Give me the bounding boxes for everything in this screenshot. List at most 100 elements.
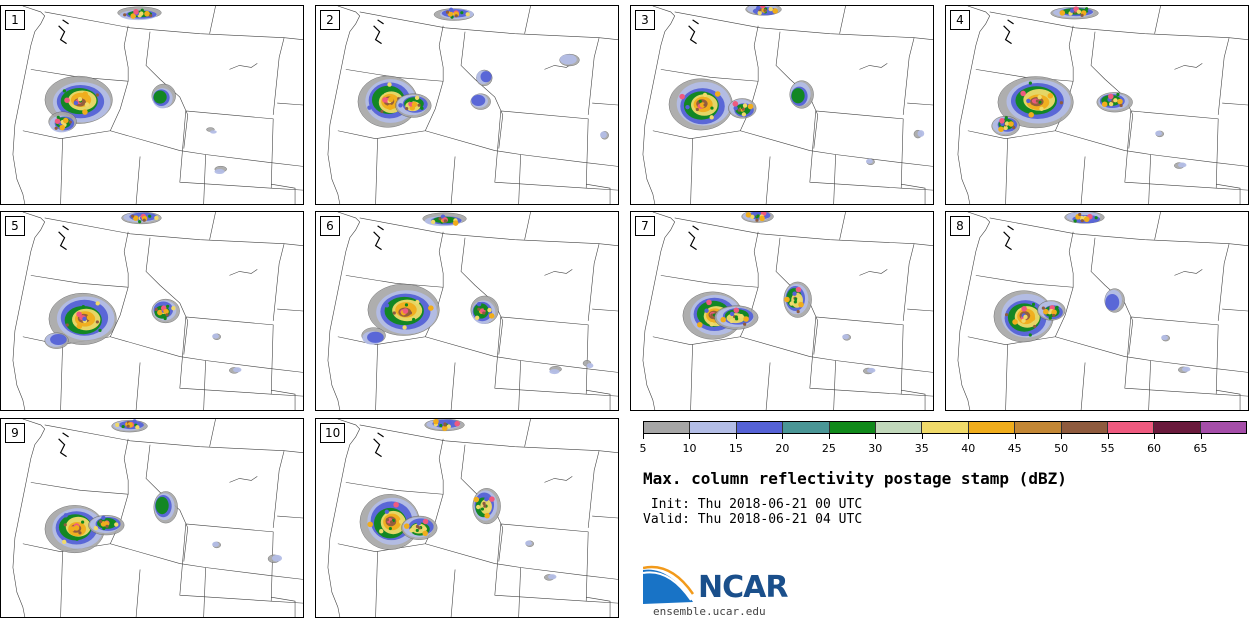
colorbar: 5 10 15 20 25 30 35 40 45 50 55 60 65 [640,421,1248,455]
reflectivity-speck [388,96,394,103]
reflectivity-speck [384,303,390,308]
map-boundary [135,569,141,617]
reflectivity-speck [81,520,85,524]
reflectivity-speck [398,103,403,108]
stamp-number-label: 7 [635,216,655,236]
map-boundary [1148,360,1151,410]
map-boundary [327,419,361,617]
reflectivity-speck [81,305,85,309]
reflectivity-speck [755,218,759,222]
coastline-detail [373,432,384,458]
map-boundary [272,243,285,321]
reflectivity-speck [1047,92,1054,99]
coastline-detail [688,19,699,45]
reflectivity-speck [438,217,442,221]
reflectivity-speck [75,537,79,541]
reflectivity-speck [59,124,66,131]
ncar-swoosh-icon [643,565,695,604]
reflectivity-speck [448,7,454,12]
reflectivity-speck [389,520,394,524]
reflectivity-speck [784,296,790,303]
reflectivity-speck [430,219,436,225]
map-boundary [740,336,933,373]
reflectivity-speck [1035,99,1039,103]
colorbar-segment [1200,422,1247,433]
reflectivity-speck [387,82,392,87]
map-boundary [901,393,933,397]
map-boundary [425,543,618,580]
map-boundary [460,237,504,355]
reflectivity-speck [1020,90,1026,97]
stamp-number-label: 6 [320,216,340,236]
reflectivity-speck [384,509,390,514]
reflectivity-speck [388,526,392,531]
reflectivity-cell [50,333,67,346]
reflectivity-speck [760,6,766,9]
map-boundary [674,11,933,40]
map-boundary [765,156,771,204]
reflectivity-speck [473,496,480,503]
reflectivity-speck [483,504,487,508]
reflectivity-speck [114,522,119,527]
map-boundary [271,187,303,191]
map-boundary [901,183,926,204]
map-boundary [809,316,904,395]
map-boundary [12,6,46,204]
map-boundary [60,138,63,204]
ncar-logo[interactable]: NCAR [643,562,803,606]
colorbar-tick-label: 30 [868,442,883,455]
map-boundary [642,6,676,204]
reflectivity-speck [744,109,748,113]
map-boundary [425,130,618,167]
reflectivity-speck [709,322,714,327]
reflectivity-cell [549,369,560,375]
map-boundary [957,212,991,410]
reflectivity-speck [741,112,747,117]
colorbar-tick-mark [875,434,877,439]
reflectivity-speck [62,89,66,93]
coastline-detail [1003,19,1014,45]
reflectivity-speck [998,126,1004,133]
ensemble-url-link[interactable]: ensemble.ucar.edu [653,605,766,618]
map-boundary [359,217,618,246]
reflectivity-cell [791,88,805,104]
reflectivity-speck [733,106,738,111]
map-boundary [272,37,285,115]
reflectivity-cell [600,131,607,139]
map-boundary [60,551,63,617]
map-boundary [494,110,589,189]
map-boundary [22,25,129,139]
stamp-panel: 3 [630,5,934,205]
map-boundary [375,138,378,204]
map-boundary [135,362,141,410]
colorbar-segment [829,422,876,433]
reflectivity-speck [1004,116,1008,120]
reflectivity-speck [1080,13,1084,17]
map-boundary [1216,389,1241,410]
reflectivity-speck [135,425,140,430]
map-boundary [44,11,303,40]
reflectivity-speck [380,109,384,114]
reflectivity-speck [1116,92,1120,97]
map-boundary [271,183,296,204]
map-boundary [833,360,836,410]
colorbar-tick-mark [968,434,970,439]
map-boundary [229,269,258,276]
stamp-number-label: 9 [5,423,25,443]
reflectivity-speck [409,98,413,103]
reflectivity-cell [842,334,849,340]
colorbar-tick-mark [689,434,691,439]
map-boundary [989,217,1248,246]
map-boundary [359,11,618,40]
map-boundary [839,6,846,34]
map-boundary [765,362,771,410]
reflectivity-speck [398,519,404,524]
reflectivity-speck [109,520,113,524]
stamp-number-label: 1 [5,10,25,30]
map-boundary [642,212,676,410]
reflectivity-speck [1117,98,1123,105]
map-boundary [1174,63,1203,70]
reflectivity-speck [797,297,802,302]
reflectivity-speck [999,118,1005,124]
reflectivity-speck [465,12,470,17]
